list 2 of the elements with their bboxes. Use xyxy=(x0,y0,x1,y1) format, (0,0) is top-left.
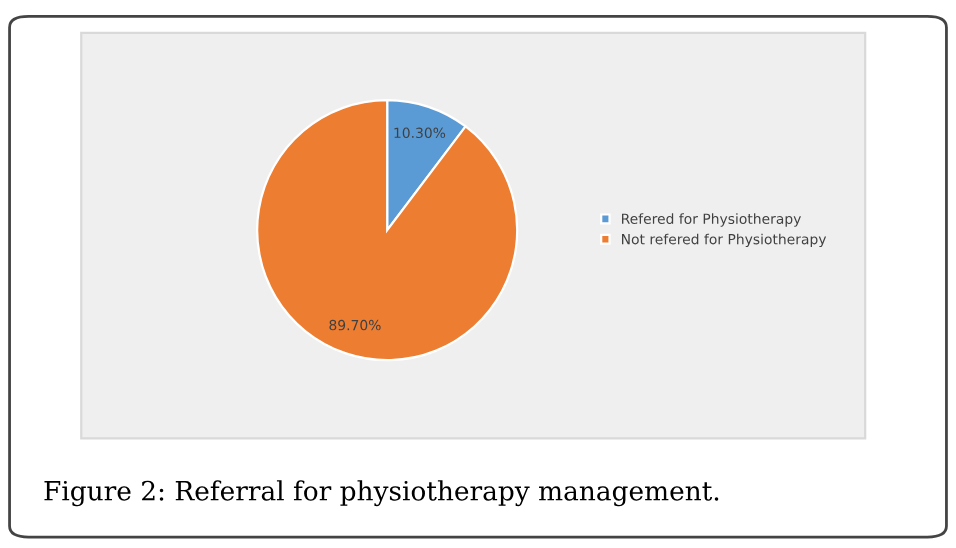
text: Figure 2: Referral for physiotherapy management. xyxy=(44,480,719,507)
pie-slice xyxy=(256,99,519,362)
